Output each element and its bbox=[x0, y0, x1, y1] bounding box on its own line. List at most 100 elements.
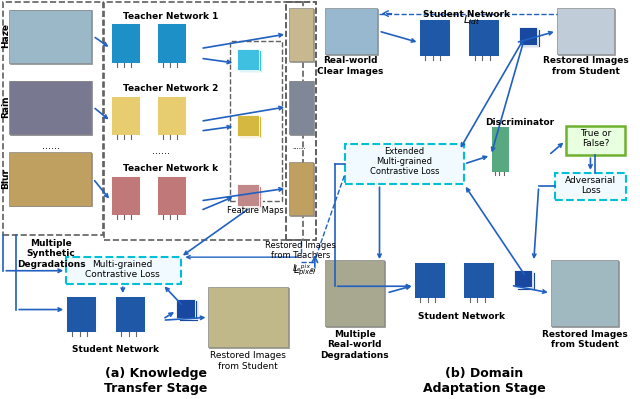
Bar bbox=[514, 270, 532, 287]
Bar bbox=[116, 297, 147, 331]
Bar bbox=[286, 2, 316, 240]
Text: Restored Images
from Student: Restored Images from Student bbox=[541, 330, 627, 349]
Bar bbox=[419, 20, 449, 56]
Bar bbox=[469, 20, 499, 55]
Bar bbox=[66, 257, 180, 284]
Bar bbox=[240, 117, 262, 138]
Text: Multiple
Synthetic
Degradations: Multiple Synthetic Degradations bbox=[17, 239, 86, 269]
Bar bbox=[116, 296, 147, 332]
Bar bbox=[522, 30, 540, 47]
Bar bbox=[468, 20, 499, 56]
Bar bbox=[557, 8, 615, 55]
Bar bbox=[209, 287, 288, 348]
Text: Student Network: Student Network bbox=[417, 312, 504, 322]
Bar bbox=[492, 127, 511, 171]
Text: ......: ...... bbox=[152, 146, 170, 156]
Bar bbox=[230, 41, 282, 201]
Bar bbox=[465, 263, 495, 297]
Bar bbox=[470, 20, 500, 55]
Bar bbox=[239, 186, 260, 207]
Bar bbox=[67, 296, 97, 332]
Bar bbox=[290, 8, 314, 62]
Text: Feature Maps: Feature Maps bbox=[227, 206, 284, 215]
Bar bbox=[324, 8, 376, 54]
Bar bbox=[519, 27, 537, 45]
Bar bbox=[113, 97, 141, 134]
Bar bbox=[415, 263, 445, 298]
Bar bbox=[67, 296, 97, 332]
Text: Discriminator: Discriminator bbox=[485, 119, 554, 127]
Text: ......: ...... bbox=[292, 144, 306, 150]
Bar bbox=[111, 96, 140, 135]
Text: Adversarial
Loss: Adversarial Loss bbox=[565, 176, 616, 195]
Bar bbox=[550, 260, 618, 326]
Bar bbox=[158, 97, 187, 135]
Bar bbox=[10, 152, 91, 206]
Bar bbox=[157, 23, 186, 63]
Bar bbox=[555, 173, 627, 200]
Bar bbox=[464, 263, 494, 298]
Bar bbox=[515, 271, 533, 288]
Bar bbox=[239, 50, 260, 71]
Bar bbox=[415, 263, 445, 298]
Bar bbox=[111, 23, 140, 63]
Bar bbox=[493, 128, 511, 170]
Bar bbox=[240, 187, 262, 208]
Bar bbox=[566, 126, 625, 155]
Bar bbox=[157, 176, 186, 215]
Text: Teacher Network 2: Teacher Network 2 bbox=[123, 85, 218, 93]
Bar bbox=[10, 10, 91, 63]
Bar bbox=[557, 8, 614, 54]
Bar bbox=[159, 24, 188, 62]
Bar bbox=[175, 299, 195, 318]
Text: Rain: Rain bbox=[1, 95, 10, 118]
Bar bbox=[111, 176, 140, 215]
Bar bbox=[159, 177, 188, 214]
Bar bbox=[159, 24, 187, 62]
Bar bbox=[68, 297, 98, 331]
Text: True or
False?: True or False? bbox=[580, 129, 611, 148]
Bar bbox=[111, 97, 140, 135]
Bar bbox=[290, 81, 314, 135]
Bar bbox=[416, 263, 446, 297]
Bar bbox=[158, 176, 187, 215]
Bar bbox=[240, 51, 262, 72]
Bar bbox=[237, 184, 259, 206]
Text: (b) Domain
Adaptation Stage: (b) Domain Adaptation Stage bbox=[422, 367, 545, 395]
Text: ......: ...... bbox=[292, 144, 306, 150]
Bar bbox=[463, 262, 493, 298]
Bar bbox=[420, 20, 451, 55]
Text: Restored Images
from Student: Restored Images from Student bbox=[210, 351, 286, 371]
Text: Restored Images
from Student: Restored Images from Student bbox=[543, 56, 628, 76]
Bar bbox=[414, 262, 445, 298]
Text: Blur: Blur bbox=[1, 168, 10, 189]
Bar bbox=[289, 81, 313, 134]
Text: Extended
Multi-grained
Contrastive Loss: Extended Multi-grained Contrastive Loss bbox=[370, 146, 439, 176]
Bar bbox=[10, 153, 92, 207]
Bar bbox=[112, 97, 141, 135]
Bar bbox=[465, 263, 495, 298]
Bar bbox=[115, 296, 145, 332]
Bar bbox=[324, 260, 385, 326]
Text: Real-world
Clear Images: Real-world Clear Images bbox=[317, 56, 384, 76]
Bar bbox=[517, 272, 535, 290]
Bar bbox=[113, 177, 141, 214]
Bar bbox=[158, 24, 187, 62]
Bar bbox=[66, 296, 97, 332]
Bar bbox=[420, 20, 451, 55]
Bar bbox=[177, 300, 197, 320]
Text: (a) Knowledge
Transfer Stage: (a) Knowledge Transfer Stage bbox=[104, 367, 207, 395]
Text: Multiple
Real-world
Degradations: Multiple Real-world Degradations bbox=[320, 330, 389, 360]
Bar bbox=[179, 301, 198, 321]
Text: Lₑᵖⁱˣₑⱼ: Lₑᵖⁱˣₑⱼ bbox=[293, 264, 317, 273]
Bar bbox=[111, 24, 140, 62]
Bar bbox=[10, 81, 91, 134]
Bar bbox=[420, 20, 450, 55]
Bar bbox=[112, 24, 141, 62]
Bar bbox=[159, 97, 187, 135]
Bar bbox=[113, 24, 141, 62]
Bar bbox=[290, 163, 314, 216]
Bar bbox=[237, 115, 259, 136]
Text: ......: ...... bbox=[42, 141, 60, 151]
Bar bbox=[552, 261, 620, 327]
